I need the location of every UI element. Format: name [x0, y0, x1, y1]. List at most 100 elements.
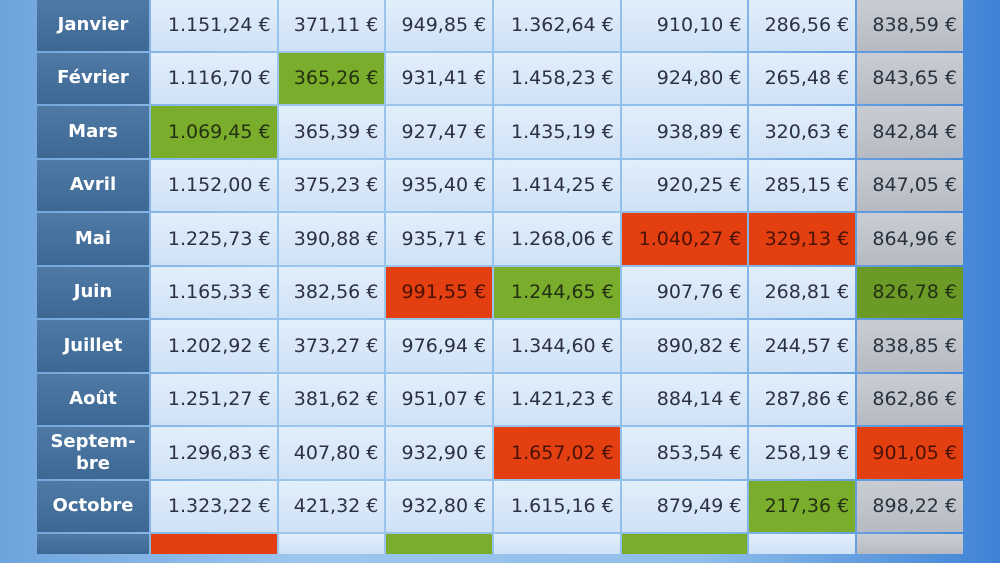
value-cell: 265,48 € [749, 52, 856, 104]
value-cell: 879,49 € [621, 480, 748, 532]
table-row: Mai 1.225,73 €390,88 €935,71 €1.268,06 €1… [37, 213, 963, 265]
value-cell [749, 534, 856, 554]
table-row: Juillet 1.202,92 €373,27 €976,94 €1.344,6… [37, 320, 963, 372]
value-cell: 931,41 € [386, 52, 493, 104]
value-cell: 927,47 € [386, 106, 493, 158]
average-cell: 898,22 € [857, 480, 963, 532]
table-row: Avril 1.152,00 €375,23 €935,40 €1.414,25 … [37, 159, 963, 211]
month-label: Mars [37, 106, 149, 158]
value-cell: 365,26 € [278, 52, 385, 104]
value-cell: 932,80 € [386, 480, 493, 532]
value-cell: 1.615,16 € [494, 480, 620, 532]
value-cell: 286,56 € [749, 0, 856, 51]
value-cell: 1.244,65 € [494, 266, 620, 318]
value-cell [857, 534, 963, 554]
value-cell: 910,10 € [621, 0, 748, 51]
month-label: Avril [37, 159, 149, 211]
month-label: Janvier [37, 0, 149, 51]
value-cell: 932,90 € [386, 427, 493, 479]
value-cell: 365,39 € [278, 106, 385, 158]
value-cell: 421,32 € [278, 480, 385, 532]
table-row: Octobre 1.323,22 €421,32 €932,80 €1.615,1… [37, 480, 963, 532]
value-cell: 935,71 € [386, 213, 493, 265]
value-cell: 935,40 € [386, 159, 493, 211]
average-cell: 843,65 € [857, 52, 963, 104]
average-cell: 838,85 € [857, 320, 963, 372]
value-cell: 390,88 € [278, 213, 385, 265]
table-row: Janvier 1.151,24 €371,11 €949,85 €1.362,6… [37, 0, 963, 51]
average-cell: 901,05 € [857, 427, 963, 479]
value-cell: 1.069,45 € [151, 106, 277, 158]
value-cell: 1.362,64 € [494, 0, 620, 51]
value-cell: 1.296,83 € [151, 427, 277, 479]
month-label: Août [37, 373, 149, 425]
table-row: Août 1.251,27 €381,62 €951,07 €1.421,23 €… [37, 373, 963, 425]
value-cell: 373,27 € [278, 320, 385, 372]
value-cell: 951,07 € [386, 373, 493, 425]
value-cell: 407,80 € [278, 427, 385, 479]
value-cell: 1.344,60 € [494, 320, 620, 372]
value-cell: 1.040,27 € [621, 213, 748, 265]
average-cell: 826,78 € [857, 266, 963, 318]
table-row: Février 1.116,70 €365,26 €931,41 €1.458,2… [37, 52, 963, 104]
value-cell: 371,11 € [278, 0, 385, 51]
average-cell: 838,59 € [857, 0, 963, 51]
value-cell: 1.151,24 € [151, 0, 277, 51]
month-label: Juin [37, 266, 149, 318]
value-cell: 884,14 € [621, 373, 748, 425]
month-label: Mai [37, 213, 149, 265]
value-cell: 1.152,00 € [151, 159, 277, 211]
month-label: Septem-bre [37, 427, 149, 479]
value-cell: 1.225,73 € [151, 213, 277, 265]
value-cell: 991,55 € [386, 266, 493, 318]
value-cell [278, 534, 385, 554]
table-row: Septem-bre 1.296,83 €407,80 €932,90 €1.65… [37, 427, 963, 479]
value-cell: 375,23 € [278, 159, 385, 211]
month-label: Octobre [37, 480, 149, 532]
month-label [37, 534, 149, 554]
value-cell: 287,86 € [749, 373, 856, 425]
value-cell: 924,80 € [621, 52, 748, 104]
value-cell: 258,19 € [749, 427, 856, 479]
average-cell: 842,84 € [857, 106, 963, 158]
value-cell: 1.414,25 € [494, 159, 620, 211]
value-cell: 890,82 € [621, 320, 748, 372]
value-cell: 1.657,02 € [494, 427, 620, 479]
value-cell: 382,56 € [278, 266, 385, 318]
month-label: Février [37, 52, 149, 104]
value-cell: 329,13 € [749, 213, 856, 265]
table-row-partial [37, 534, 963, 554]
value-cell: 1.165,33 € [151, 266, 277, 318]
table-row: Mars 1.069,45 €365,39 €927,47 €1.435,19 €… [37, 106, 963, 158]
value-cell: 907,76 € [621, 266, 748, 318]
value-cell [386, 534, 493, 554]
value-cell: 1.268,06 € [494, 213, 620, 265]
cost-table: Janvier 1.151,24 €371,11 €949,85 €1.362,6… [35, 0, 965, 556]
value-cell: 976,94 € [386, 320, 493, 372]
value-cell: 244,57 € [749, 320, 856, 372]
table-row: Juin 1.165,33 €382,56 €991,55 €1.244,65 €… [37, 266, 963, 318]
value-cell: 1.202,92 € [151, 320, 277, 372]
average-cell: 847,05 € [857, 159, 963, 211]
average-cell: 862,86 € [857, 373, 963, 425]
value-cell [621, 534, 748, 554]
month-label: Juillet [37, 320, 149, 372]
value-cell: 268,81 € [749, 266, 856, 318]
value-cell [494, 534, 620, 554]
value-cell: 1.421,23 € [494, 373, 620, 425]
value-cell: 320,63 € [749, 106, 856, 158]
value-cell: 217,36 € [749, 480, 856, 532]
value-cell: 949,85 € [386, 0, 493, 51]
average-cell: 864,96 € [857, 213, 963, 265]
value-cell: 1.116,70 € [151, 52, 277, 104]
value-cell: 920,25 € [621, 159, 748, 211]
value-cell: 853,54 € [621, 427, 748, 479]
value-cell: 938,89 € [621, 106, 748, 158]
value-cell: 381,62 € [278, 373, 385, 425]
value-cell: 1.323,22 € [151, 480, 277, 532]
value-cell: 285,15 € [749, 159, 856, 211]
value-cell [151, 534, 277, 554]
table-body: Janvier 1.151,24 €371,11 €949,85 €1.362,6… [37, 0, 963, 554]
value-cell: 1.435,19 € [494, 106, 620, 158]
value-cell: 1.251,27 € [151, 373, 277, 425]
